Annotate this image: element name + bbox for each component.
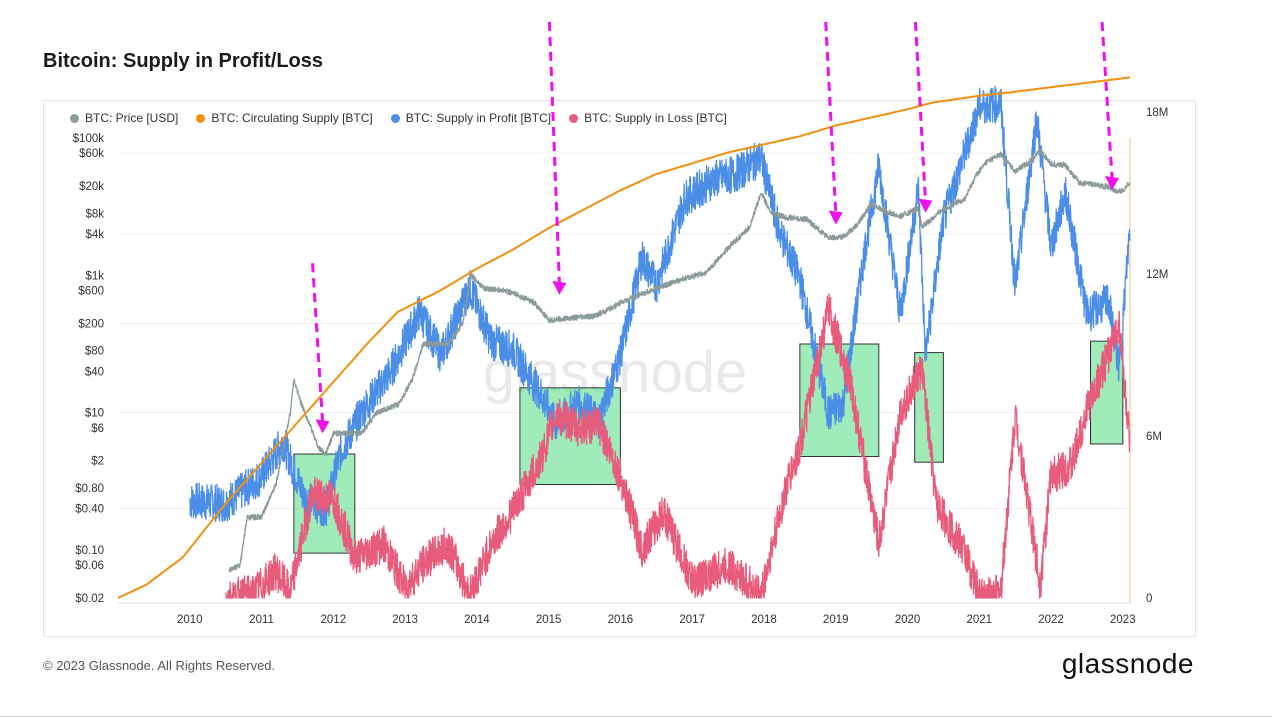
legend-label-supply: BTC: Circulating Supply [BTC]	[211, 111, 373, 125]
annotation-arrow-3	[824, 21, 843, 225]
y-left-tick-label: $0.02	[75, 593, 104, 605]
arrow-head	[828, 210, 843, 225]
y-right-tick-label: 18M	[1146, 107, 1168, 119]
page-divider	[0, 716, 1272, 717]
arrow-head	[552, 280, 567, 295]
x-tick-label: 2015	[536, 614, 562, 626]
legend-item-loss[interactable]: BTC: Supply in Loss [BTC]	[569, 111, 727, 125]
legend-item-price[interactable]: BTC: Price [USD]	[70, 111, 178, 125]
legend-dot-loss	[569, 113, 579, 123]
legend: BTC: Price [USD] BTC: Circulating Supply…	[70, 111, 727, 125]
annotation-arrow-2	[547, 21, 567, 295]
x-tick-label: 2017	[679, 614, 705, 626]
legend-dot-price	[70, 113, 79, 123]
y-left-tick-label: $100k	[73, 133, 105, 145]
x-tick-label: 2022	[1038, 614, 1064, 626]
y-left-tick-label: $8k	[85, 208, 104, 220]
x-tick-label: 2020	[895, 614, 921, 626]
series-lines	[117, 76, 1131, 599]
legend-dot-supply	[196, 113, 206, 123]
y-left-tick-label: $80	[85, 346, 104, 358]
series-supply-in-profit	[189, 85, 1131, 527]
arrow-shaft	[913, 21, 927, 201]
arrow-shaft	[311, 263, 325, 422]
y-left-tick-label: $4k	[85, 229, 104, 241]
y-left-tick-label: $40	[85, 366, 104, 378]
y-right-tick-label: 12M	[1146, 269, 1168, 281]
legend-label-price: BTC: Price [USD]	[85, 111, 179, 125]
copyright-text: © 2023 Glassnode. All Rights Reserved.	[43, 658, 276, 673]
annotation-arrow-1	[311, 263, 330, 434]
annotation-arrows	[311, 21, 1120, 434]
legend-item-profit[interactable]: BTC: Supply in Profit [BTC]	[390, 111, 552, 125]
arrow-head	[918, 198, 933, 213]
annotation-arrow-5	[1100, 21, 1120, 190]
axes: 2010 2011 2012 2013 2014 2015 2016 2017 2018 2019…	[73, 107, 1169, 626]
y-left-tick-label: $0.40	[75, 504, 104, 516]
y-left-tick-label: $10	[85, 408, 104, 420]
y-left-tick-label: $6	[91, 423, 104, 435]
arrow-head	[315, 419, 330, 434]
y-left-tick-label: $60k	[79, 148, 104, 160]
arrow-shaft	[1100, 21, 1114, 179]
x-tick-label: 2021	[966, 614, 992, 626]
gridlines	[118, 138, 1131, 604]
legend-dot-profit	[390, 113, 400, 123]
x-tick-label: 2013	[392, 614, 418, 626]
y-right-tick-label: 0	[1146, 593, 1152, 605]
x-tick-label: 2016	[608, 614, 634, 626]
series-circulating-supply	[117, 76, 1131, 599]
annotation-arrow-4	[913, 21, 933, 213]
y-right-tick-label: 6M	[1146, 431, 1162, 443]
y-left-tick-label: $0.80	[75, 483, 104, 495]
y-left-tick-label: $2	[91, 456, 104, 468]
y-left-tick-label: $200	[78, 318, 104, 330]
x-tick-label: 2010	[177, 614, 203, 626]
y-left-tick-label: $20k	[79, 181, 104, 193]
y-left-tick-label: $0.06	[75, 560, 104, 572]
arrow-head	[1105, 175, 1120, 190]
arrow-shaft	[547, 21, 561, 283]
x-tick-label: 2011	[249, 614, 274, 626]
y-left-tick-label: $1k	[85, 270, 104, 282]
x-tick-label: 2014	[464, 614, 490, 626]
legend-label-profit: BTC: Supply in Profit [BTC]	[405, 111, 552, 125]
series-price	[228, 148, 1131, 573]
legend-item-supply[interactable]: BTC: Circulating Supply [BTC]	[196, 111, 373, 125]
x-tick-label: 2012	[321, 614, 347, 626]
legend-label-loss: BTC: Supply in Loss [BTC]	[584, 111, 727, 125]
y-left-tick-label: $0.10	[75, 545, 104, 557]
y-left-tick-label: $600	[78, 286, 104, 298]
x-tick-label: 2019	[823, 614, 849, 626]
arrow-shaft	[824, 21, 838, 213]
x-tick-label: 2023	[1110, 614, 1136, 626]
chart-title: Bitcoin: Supply in Profit/Loss	[43, 50, 323, 72]
series-supply-in-loss	[225, 293, 1131, 599]
x-tick-label: 2018	[751, 614, 777, 626]
glassnode-logo[interactable]: glassnode	[1061, 648, 1194, 679]
